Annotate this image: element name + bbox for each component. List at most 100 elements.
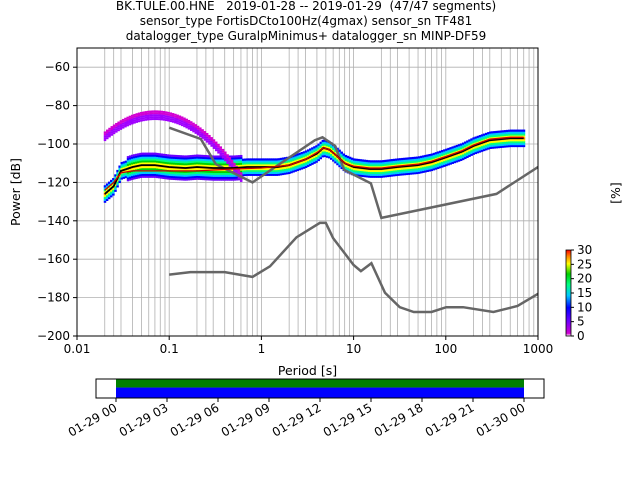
- density-cell: [286, 160, 289, 163]
- density-cell: [179, 174, 182, 177]
- density-cell: [167, 115, 170, 118]
- density-cell: [126, 169, 130, 172]
- density-cell: [181, 162, 184, 166]
- density-cell: [228, 157, 232, 160]
- density-cell: [191, 158, 195, 161]
- density-cell: [472, 141, 475, 144]
- density-cell: [172, 160, 176, 163]
- density-cell: [145, 156, 149, 159]
- density-cell: [177, 155, 180, 158]
- density-cell: [371, 162, 375, 165]
- density-cell: [206, 178, 209, 181]
- timeline-tick-label: 01-29 21: [423, 400, 477, 439]
- psd-axes-frame: 0.01 0.1 1 10 100 1000−200−180−160−140−120−10…: [8, 47, 553, 378]
- density-cell: [350, 163, 354, 166]
- density-cell: [495, 146, 498, 149]
- density-cell: [237, 157, 241, 160]
- density-cell: [510, 131, 513, 134]
- density-cell: [166, 175, 170, 178]
- density-cell: [248, 173, 251, 176]
- density-cell: [156, 156, 159, 159]
- density-cell: [212, 163, 216, 166]
- density-cell: [118, 165, 121, 168]
- density-cell: [436, 155, 440, 158]
- density-cell: [183, 125, 186, 128]
- density-cell: [342, 157, 346, 160]
- density-cell: [468, 150, 471, 154]
- density-cell: [198, 164, 201, 167]
- density-cell: [275, 169, 279, 173]
- density-cell: [348, 160, 352, 163]
- density-cell: [334, 149, 337, 152]
- density-cell: [118, 177, 121, 180]
- density-cell: [151, 162, 155, 165]
- density-cell: [221, 150, 225, 153]
- density-cell: [185, 164, 188, 168]
- density-cell: [204, 170, 207, 173]
- density-cell: [334, 161, 337, 164]
- density-cell: [279, 173, 283, 176]
- density-cell: [359, 159, 362, 162]
- density-cell: [355, 164, 358, 167]
- density-cell: [428, 157, 431, 161]
- density-cell: [503, 135, 507, 139]
- density-cell: [306, 158, 310, 162]
- density-cell: [485, 144, 488, 147]
- density-cell: [128, 123, 132, 126]
- density-cell: [239, 179, 243, 182]
- density-cell: [212, 143, 216, 146]
- density-cell: [394, 170, 398, 173]
- density-cell: [480, 147, 484, 150]
- density-cell: [179, 164, 182, 167]
- density-cell: [296, 166, 299, 170]
- density-cell: [214, 143, 218, 146]
- density-cell: [107, 191, 111, 194]
- density-cell: [323, 153, 327, 156]
- density-cell: [168, 167, 172, 171]
- density-cell: [171, 114, 175, 117]
- density-cell: [283, 160, 287, 164]
- density-cell: [124, 119, 127, 122]
- density-cell: [108, 129, 111, 132]
- density-cell: [155, 116, 159, 119]
- density-cell: [133, 177, 136, 180]
- density-cell: [225, 176, 228, 179]
- density-cell: [311, 158, 314, 162]
- density-cell: [218, 174, 222, 177]
- density-cell: [505, 129, 509, 133]
- density-cell: [233, 164, 236, 167]
- density-cell: [218, 172, 222, 175]
- density-cell: [369, 162, 373, 165]
- density-cell: [346, 169, 350, 172]
- density-cell: [271, 162, 274, 165]
- density-cell: [491, 131, 494, 134]
- density-cell: [405, 159, 408, 162]
- density-cell: [401, 167, 404, 170]
- density-cell: [388, 159, 392, 162]
- density-cell: [449, 156, 452, 159]
- density-cell: [499, 143, 503, 147]
- density-cell: [346, 161, 350, 164]
- density-cell: [179, 170, 182, 173]
- density-cell: [348, 166, 352, 169]
- density-cell: [180, 124, 184, 127]
- density-cell: [205, 132, 209, 135]
- density-cell: [137, 153, 140, 156]
- density-cell: [153, 114, 157, 117]
- density-cell: [156, 162, 159, 165]
- density-cell: [198, 177, 201, 180]
- density-cell: [505, 145, 509, 148]
- density-cell: [340, 151, 343, 154]
- density-cell: [417, 156, 421, 159]
- density-cell: [158, 162, 161, 165]
- density-cell: [348, 170, 352, 173]
- density-cell: [319, 153, 323, 156]
- density-cell: [426, 160, 429, 163]
- density-cell: [436, 164, 440, 168]
- density-cell: [309, 157, 312, 161]
- density-cell: [200, 177, 203, 181]
- density-cell: [226, 158, 229, 161]
- density-cell: [140, 115, 143, 118]
- density-cell: [397, 158, 400, 161]
- density-cell: [206, 168, 209, 171]
